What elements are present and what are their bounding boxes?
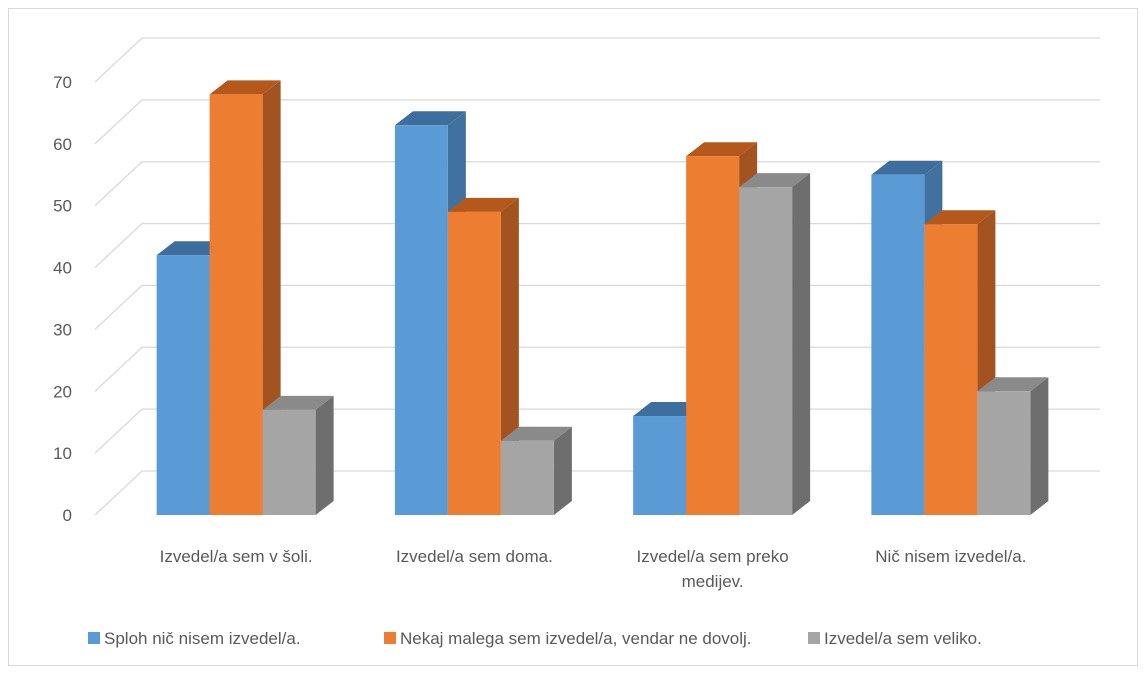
bar [739,187,793,515]
bar-top [447,197,519,212]
legend-swatch [384,632,396,644]
legend-label: Izvedel/a sem veliko. [824,629,982,648]
bar [447,211,501,515]
legend-swatch [88,632,100,644]
gridline [94,37,1100,83]
y-tick-label: 50 [53,197,72,216]
bar [871,174,925,516]
x-tick-label: Izvedel/a sem preko [637,547,789,566]
bar-top [924,210,996,225]
bar [686,156,740,515]
y-tick-label: 60 [53,135,72,154]
y-tick-label: 20 [53,382,72,401]
legend-swatch [808,632,820,644]
gridline [94,161,1100,207]
y-tick-label: 70 [53,73,72,92]
bar [977,391,1031,515]
bar [500,440,554,515]
gridline [94,99,1100,145]
bar [156,255,210,515]
x-tick-label: Nič nisem izvedel/a. [875,547,1026,566]
x-tick-label: medijev. [682,572,744,591]
bar-top [394,111,466,126]
bar-top [871,160,943,175]
y-tick-label: 40 [53,259,72,278]
legend-label: Nekaj malega sem izvedel/a, vendar ne do… [400,629,752,648]
bar-side [792,173,811,515]
y-tick-label: 0 [63,506,72,525]
y-tick-label: 30 [53,320,72,339]
y-tick-label: 10 [53,444,72,463]
bar-side [553,426,572,515]
bar [262,409,316,515]
bar-top [977,377,1049,392]
bar-side [1030,377,1049,515]
bar-top [739,173,811,188]
bar-top [209,80,281,95]
legend-label: Sploh nič nisem izvedel/a. [104,629,301,648]
bar-top [686,142,758,157]
x-tick-label: Izvedel/a sem doma. [396,547,553,566]
x-tick-label: Izvedel/a sem v šoli. [160,547,313,566]
bar [633,416,687,515]
bar-side [315,395,334,515]
bar [924,224,978,515]
bar-top [262,395,334,410]
bar-top [500,426,572,441]
bar [209,94,263,515]
bar [394,125,448,516]
